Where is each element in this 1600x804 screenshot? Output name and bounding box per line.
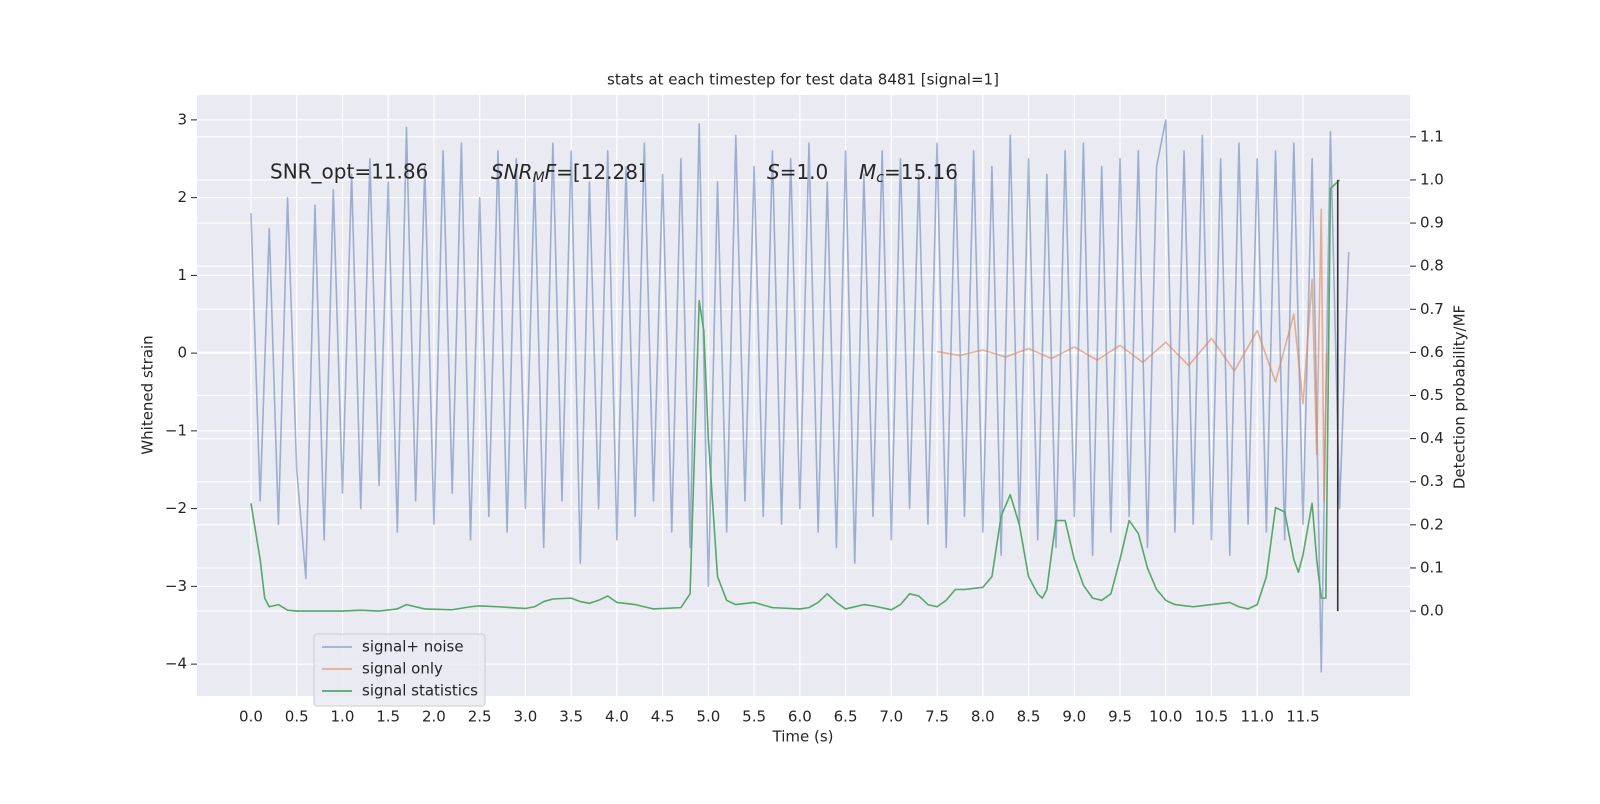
x-tick-label: 5.5	[742, 708, 766, 726]
chart-title: stats at each timestep for test data 848…	[607, 71, 999, 89]
annotation-part: =[12.28]	[556, 160, 646, 184]
x-tick-label: 3.0	[513, 708, 537, 726]
series-line	[250, 119, 1350, 673]
series-line	[250, 179, 1341, 612]
y2-tick-label: 0.0	[1420, 602, 1444, 620]
annotation-part: SNR	[491, 160, 533, 184]
x-tick-label: 9.0	[1062, 708, 1086, 726]
x-tick-label: 10.5	[1195, 708, 1228, 726]
y-tick-label: −2	[165, 499, 187, 517]
y2-tick-label: 0.4	[1420, 429, 1444, 447]
y-tick-label: 1	[177, 266, 187, 284]
x-tick-label: 3.5	[559, 708, 583, 726]
y-tick-label: −3	[165, 577, 187, 595]
legend-label: signal+ noise	[362, 638, 464, 656]
annotation: Mc=15.16	[859, 160, 958, 187]
y2-tick-label: 1.1	[1420, 127, 1444, 145]
x-tick-label: 2.0	[422, 708, 446, 726]
x-tick-label: 0.5	[285, 708, 309, 726]
y-axis-label: Whitened strain	[139, 335, 157, 454]
x-tick-label: 11.0	[1241, 708, 1274, 726]
y-tick-label: −1	[165, 421, 187, 439]
x-tick-label: 4.5	[651, 708, 675, 726]
y2-tick-label: 0.1	[1420, 558, 1444, 576]
x-tick-label: 0.0	[239, 708, 263, 726]
annotation-sub: c	[876, 170, 884, 186]
y-tick-label: 0	[177, 344, 187, 362]
y2-tick-label: 0.8	[1420, 257, 1444, 275]
x-tick-label: 1.5	[376, 708, 400, 726]
x-tick-label: 6.5	[834, 708, 858, 726]
y2-tick-label: 0.2	[1420, 515, 1444, 533]
y-tick-label: −4	[165, 655, 187, 673]
annotation-part: =1.0	[780, 160, 829, 184]
y-tick-label: 2	[177, 188, 187, 206]
x-tick-label: 1.0	[331, 708, 355, 726]
annotation-part: =15.16	[884, 160, 958, 184]
series-line	[936, 208, 1328, 502]
y2-tick-label: 1.0	[1420, 170, 1444, 188]
y2-tick-label: 0.7	[1420, 300, 1444, 318]
x-tick-label: 2.5	[468, 708, 492, 726]
legend	[313, 633, 486, 707]
legend-label: signal statistics	[362, 682, 478, 700]
y2-axis-label: Detection probability/MF	[1451, 305, 1469, 489]
annotation-part: S	[767, 160, 780, 184]
legend-entries: signal+ noise signal only signal statistic…	[322, 638, 478, 700]
annotation: S=1.0	[767, 160, 828, 184]
x-tick-label: 5.0	[696, 708, 720, 726]
y2-tick-label: 0.6	[1420, 343, 1444, 361]
y2-tick-label: 0.5	[1420, 386, 1444, 404]
x-tick-label: 8.0	[971, 708, 995, 726]
legend-label: signal only	[362, 660, 443, 678]
annotation: SNRMF=[12.28]	[491, 160, 646, 187]
y2-tick-label: 0.3	[1420, 472, 1444, 490]
x-tick-label: 7.5	[925, 708, 949, 726]
x-tick-label: 9.5	[1108, 708, 1132, 726]
annotation-part: M	[859, 160, 876, 184]
marks	[250, 119, 1350, 673]
x-tick-label: 11.5	[1286, 708, 1319, 726]
x-tick-label: 4.0	[605, 708, 629, 726]
annotation-sub: M	[533, 170, 545, 186]
x-axis-label: Time (s)	[772, 728, 834, 746]
x-tick-label: 7.0	[879, 708, 903, 726]
grid	[197, 95, 1410, 696]
annotation: SNR_opt=11.86	[270, 160, 428, 184]
y2-tick-label: 0.9	[1420, 214, 1444, 232]
annotation-part: F	[545, 160, 557, 184]
x-tick-label: 8.5	[1017, 708, 1041, 726]
x-tick-label: 10.0	[1149, 708, 1182, 726]
y-tick-label: 3	[177, 110, 187, 128]
x-tick-label: 6.0	[788, 708, 812, 726]
